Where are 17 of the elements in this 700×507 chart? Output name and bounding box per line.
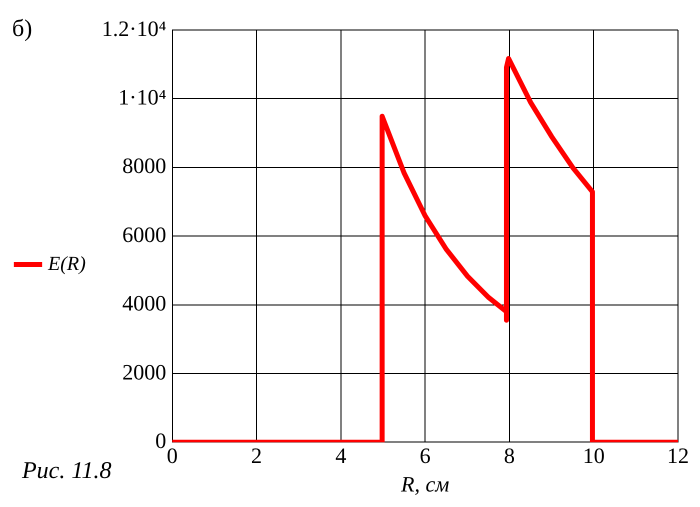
x-tick-label: 12 bbox=[667, 443, 689, 468]
text: Рис. 11.8 bbox=[22, 458, 112, 485]
x-tick-label: 10 bbox=[582, 443, 605, 468]
x-tick-label: 2 bbox=[251, 443, 262, 468]
x-tick-label: 8 bbox=[504, 443, 515, 468]
y-tick-label: 1·10⁴ bbox=[118, 84, 167, 110]
y-tick-label: 6000 bbox=[122, 222, 166, 247]
x-tick-label: 6 bbox=[420, 443, 431, 468]
y-tick-label: 2000 bbox=[122, 359, 166, 384]
x-tick-label: 4 bbox=[335, 443, 346, 468]
text: б) bbox=[12, 16, 32, 43]
x-axis-title: R, см bbox=[400, 472, 450, 497]
y-tick-label: 1.2·10⁴ bbox=[102, 16, 167, 41]
y-tick-label: 4000 bbox=[122, 290, 166, 316]
y-tick-label: 8000 bbox=[122, 153, 166, 178]
legend-label: E(R) bbox=[47, 252, 86, 275]
y-tick-label: 0 bbox=[155, 428, 166, 453]
